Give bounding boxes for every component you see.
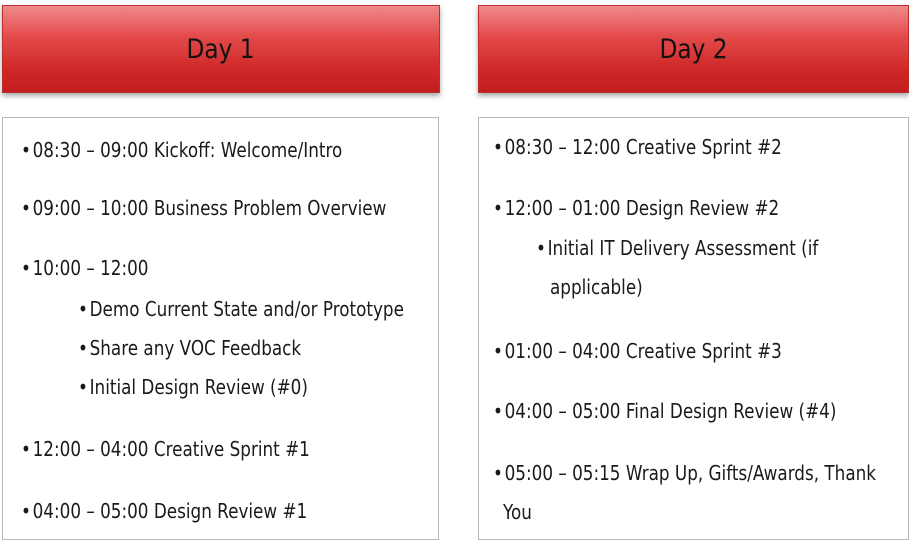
bullet-icon: • <box>78 297 88 321</box>
agenda-subitem: •Initial IT Delivery Assessment (if <box>536 236 819 260</box>
bullet-icon: • <box>536 236 546 260</box>
bullet-icon: • <box>493 461 503 485</box>
agenda-subitem: •Demo Current State and/or Prototype <box>78 297 404 321</box>
agenda-item: •10:00 – 12:00 <box>21 256 149 280</box>
bullet-icon: • <box>21 138 31 162</box>
agenda-item: •04:00 – 05:00 Final Design Review (#4) <box>493 399 837 423</box>
day2-title: Day 2 <box>659 33 728 65</box>
agenda-subitem-continuation: applicable) <box>550 275 643 299</box>
bullet-icon: • <box>21 196 31 220</box>
agenda-item: •04:00 – 05:00 Design Review #1 <box>21 499 308 523</box>
day1-agenda-panel: •08:30 – 09:00 Kickoff: Welcome/Intro •0… <box>2 117 439 540</box>
agenda-item: •09:00 – 10:00 Business Problem Overview <box>21 196 387 220</box>
agenda-subitem: •Share any VOC Feedback <box>78 336 302 360</box>
day1-title: Day 1 <box>186 33 255 65</box>
bullet-icon: • <box>78 375 88 399</box>
bullet-icon: • <box>21 256 31 280</box>
agenda-item: •05:00 – 05:15 Wrap Up, Gifts/Awards, Th… <box>493 461 876 485</box>
agenda-item-continuation: You <box>503 500 532 524</box>
bullet-icon: • <box>493 339 503 363</box>
day1-header: Day 1 <box>2 5 440 93</box>
bullet-icon: • <box>21 499 31 523</box>
bullet-icon: • <box>493 135 503 159</box>
day2-agenda-panel: •08:30 – 12:00 Creative Sprint #2 •12:00… <box>478 117 909 540</box>
agenda-item: •08:30 – 12:00 Creative Sprint #2 <box>493 135 782 159</box>
bullet-icon: • <box>493 196 503 220</box>
agenda-subitem: •Initial Design Review (#0) <box>78 375 308 399</box>
agenda-item: •01:00 – 04:00 Creative Sprint #3 <box>493 339 782 363</box>
agenda-item: •12:00 – 04:00 Creative Sprint #1 <box>21 437 310 461</box>
day2-header: Day 2 <box>478 5 909 93</box>
bullet-icon: • <box>78 336 88 360</box>
agenda-item: •12:00 – 01:00 Design Review #2 <box>493 196 780 220</box>
bullet-icon: • <box>21 437 31 461</box>
agenda-item: •08:30 – 09:00 Kickoff: Welcome/Intro <box>21 138 343 162</box>
bullet-icon: • <box>493 399 503 423</box>
